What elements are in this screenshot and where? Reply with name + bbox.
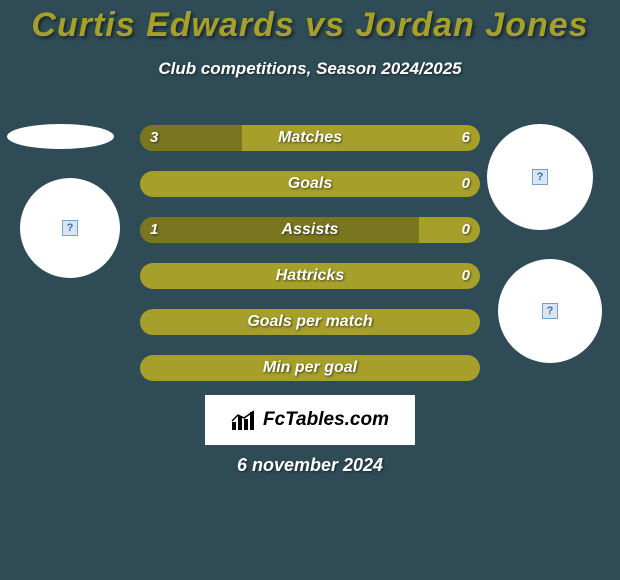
stat-label: Goals per match (140, 309, 480, 335)
stat-bar: Min per goal (140, 355, 480, 381)
stat-label: Assists (140, 217, 480, 243)
stat-value-right: 0 (462, 171, 470, 197)
stat-bar: Matches3 6 (140, 125, 480, 151)
stat-value-right: 0 (462, 263, 470, 289)
stat-label: Goals (140, 171, 480, 197)
stat-label: Min per goal (140, 355, 480, 381)
stats-bars-container: Matches36Goals0Assists10Hattricks0Goals … (140, 125, 480, 401)
date-text: 6 november 2024 (0, 455, 620, 476)
stat-label: Hattricks (140, 263, 480, 289)
stat-bar: Assists1 0 (140, 217, 480, 243)
page-title: Curtis Edwards vs Jordan Jones (0, 0, 620, 45)
stat-value-left: 3 (150, 125, 158, 151)
stat-value-right: 6 (462, 125, 470, 151)
bars-icon (231, 410, 257, 430)
stat-label: Matches (140, 125, 480, 151)
avatar-circle-top-right (487, 124, 593, 230)
stat-value-left: 1 (150, 217, 158, 243)
logo-text: FcTables.com (263, 409, 389, 431)
stat-bar: Hattricks0 (140, 263, 480, 289)
image-placeholder-icon (532, 169, 548, 185)
stat-bar: Goals0 (140, 171, 480, 197)
image-placeholder-icon (542, 303, 558, 319)
stat-value-right: 0 (462, 217, 470, 243)
stat-bar: Goals per match (140, 309, 480, 335)
image-placeholder-icon (62, 220, 78, 236)
avatar-circle-bottom-right (498, 259, 602, 363)
subtitle: Club competitions, Season 2024/2025 (0, 59, 620, 79)
decor-ellipse (7, 124, 114, 149)
avatar-circle-bottom-left (20, 178, 120, 278)
fctables-logo: FcTables.com (205, 395, 415, 445)
